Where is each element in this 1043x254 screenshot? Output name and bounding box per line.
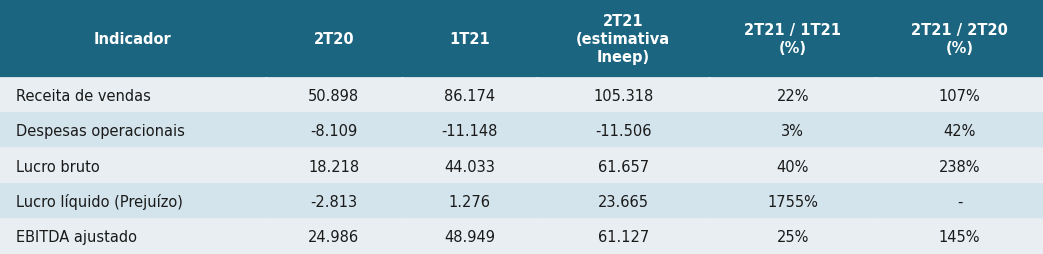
Bar — [876, 149, 1043, 184]
Bar — [402, 184, 537, 219]
Bar — [709, 0, 876, 79]
Bar — [537, 79, 709, 114]
Bar — [402, 114, 537, 149]
Text: -2.813: -2.813 — [310, 194, 358, 209]
Bar — [0, 184, 266, 219]
Text: 25%: 25% — [776, 229, 809, 244]
Bar — [0, 219, 266, 254]
Bar — [537, 114, 709, 149]
Text: Lucro líquido (Prejuízo): Lucro líquido (Prejuízo) — [16, 194, 183, 209]
Bar — [266, 114, 402, 149]
Bar — [402, 79, 537, 114]
Bar — [876, 184, 1043, 219]
Text: 1.276: 1.276 — [448, 194, 490, 209]
Text: Lucro bruto: Lucro bruto — [16, 159, 99, 174]
Text: 105.318: 105.318 — [593, 89, 653, 104]
Text: 2T21 / 2T20
(%): 2T21 / 2T20 (%) — [912, 23, 1008, 56]
Bar — [0, 0, 266, 79]
Text: 18.218: 18.218 — [308, 159, 360, 174]
Text: 2T21 / 1T21
(%): 2T21 / 1T21 (%) — [744, 23, 842, 56]
Text: 145%: 145% — [939, 229, 980, 244]
Text: 48.949: 48.949 — [444, 229, 494, 244]
Text: 50.898: 50.898 — [308, 89, 360, 104]
Text: 238%: 238% — [939, 159, 980, 174]
Bar — [266, 149, 402, 184]
Bar — [537, 219, 709, 254]
Bar — [537, 0, 709, 79]
Text: 61.127: 61.127 — [598, 229, 649, 244]
Bar — [876, 79, 1043, 114]
Bar — [709, 149, 876, 184]
Text: 1755%: 1755% — [768, 194, 818, 209]
Bar — [876, 219, 1043, 254]
Text: EBITDA ajustado: EBITDA ajustado — [16, 229, 137, 244]
Bar — [709, 114, 876, 149]
Text: 2T21
(estimativa
Ineep): 2T21 (estimativa Ineep) — [576, 14, 671, 65]
Bar — [0, 114, 266, 149]
Bar — [709, 219, 876, 254]
Text: 61.657: 61.657 — [598, 159, 649, 174]
Text: 2T20: 2T20 — [314, 32, 354, 47]
Text: -11.148: -11.148 — [441, 124, 498, 139]
Bar — [266, 219, 402, 254]
Text: Receita de vendas: Receita de vendas — [16, 89, 150, 104]
Bar — [402, 0, 537, 79]
Text: 86.174: 86.174 — [443, 89, 495, 104]
Bar — [876, 114, 1043, 149]
Text: 24.986: 24.986 — [308, 229, 360, 244]
Text: 23.665: 23.665 — [598, 194, 649, 209]
Bar — [709, 184, 876, 219]
Text: Despesas operacionais: Despesas operacionais — [16, 124, 185, 139]
Text: 1T21: 1T21 — [448, 32, 490, 47]
Bar — [266, 184, 402, 219]
Text: -: - — [956, 194, 963, 209]
Text: 107%: 107% — [939, 89, 980, 104]
Text: Indicador: Indicador — [94, 32, 172, 47]
Text: -8.109: -8.109 — [310, 124, 358, 139]
Text: -11.506: -11.506 — [595, 124, 652, 139]
Text: 42%: 42% — [943, 124, 976, 139]
Text: 3%: 3% — [781, 124, 804, 139]
Bar — [0, 149, 266, 184]
Bar — [266, 0, 402, 79]
Bar — [876, 0, 1043, 79]
Bar — [0, 79, 266, 114]
Bar — [402, 149, 537, 184]
Bar — [402, 219, 537, 254]
Text: 40%: 40% — [776, 159, 809, 174]
Bar — [266, 79, 402, 114]
Bar — [537, 184, 709, 219]
Bar — [537, 149, 709, 184]
Text: 44.033: 44.033 — [444, 159, 494, 174]
Bar — [709, 79, 876, 114]
Text: 22%: 22% — [776, 89, 809, 104]
